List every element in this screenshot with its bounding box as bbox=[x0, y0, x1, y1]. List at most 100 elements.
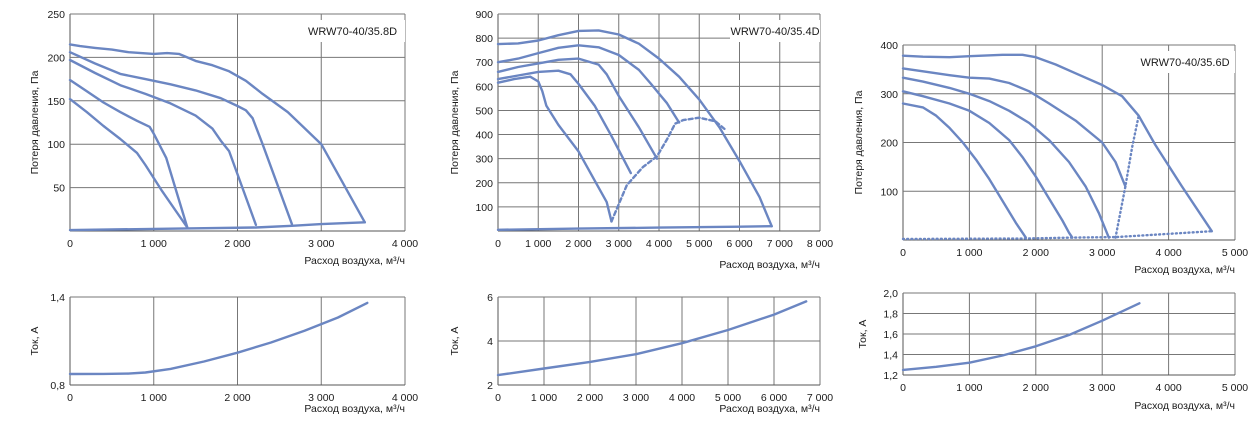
x-tick-label: 3 000 bbox=[606, 238, 632, 250]
x-tick-label: 2 000 bbox=[1023, 382, 1049, 394]
y-tick-label: 100 bbox=[47, 139, 65, 151]
pressure-chart-4: WRW70-40/35.6D 0 1 000 2 000 3 000 4 000 5 000… bbox=[853, 40, 1248, 276]
y-axis-label: Ток, А bbox=[29, 327, 41, 356]
series-line-3 bbox=[901, 90, 1074, 239]
series-line-1 bbox=[68, 51, 294, 226]
y-tick-label: 300 bbox=[475, 154, 493, 166]
model-label-bg bbox=[730, 20, 820, 42]
x-tick-label: 5 000 bbox=[686, 238, 712, 250]
x-tick-label: 4 000 bbox=[1155, 247, 1181, 259]
y-tick-label: 200 bbox=[880, 138, 898, 150]
x-tick-label: 3 000 bbox=[1089, 382, 1115, 394]
series-line-2 bbox=[496, 57, 659, 160]
x-tick-label: 2 000 bbox=[1023, 247, 1049, 259]
series-line-0 bbox=[496, 29, 773, 228]
y-tick-label: 400 bbox=[475, 130, 493, 142]
model-label-bg bbox=[1135, 51, 1235, 73]
y-tick-label: 50 bbox=[53, 183, 65, 195]
y-tick-label: 1,4 bbox=[50, 292, 65, 304]
x-tick-label: 1 000 bbox=[141, 238, 167, 250]
y-tick-label: 6 bbox=[487, 292, 493, 304]
y-tick-label: 200 bbox=[475, 178, 493, 190]
y-axis-label: Ток, А bbox=[857, 320, 869, 349]
series-line-2 bbox=[901, 76, 1111, 239]
y-tick-label: 500 bbox=[475, 105, 493, 117]
x-tick-label: 4 000 bbox=[646, 238, 672, 250]
x-tick-label: 0 bbox=[67, 392, 73, 404]
y-tick-label: 100 bbox=[475, 202, 493, 214]
x-tick-label: 5 000 bbox=[1222, 247, 1248, 259]
series-line-0 bbox=[68, 301, 369, 376]
model-label-bg bbox=[300, 20, 405, 42]
y-axis-label: Потеря давления, Па bbox=[29, 70, 41, 174]
x-tick-label: 0 bbox=[67, 238, 73, 250]
x-tick-label: 5 000 bbox=[715, 392, 741, 404]
x-tick-label: 1 000 bbox=[141, 392, 167, 404]
x-tick-label: 1 000 bbox=[956, 382, 982, 394]
series-line-0 bbox=[68, 43, 366, 224]
y-tick-label: 300 bbox=[880, 89, 898, 101]
x-axis-label: Расход воздуха, м³/ч bbox=[1134, 264, 1235, 276]
y-tick-label: 600 bbox=[475, 81, 493, 93]
y-tick-label: 2,0 bbox=[883, 288, 898, 300]
x-tick-label: 4 000 bbox=[1155, 382, 1181, 394]
current-chart-5: 0 1 000 2 000 3 000 4 000 5 000 1,2 1,4 1,6 1,8 2,… bbox=[857, 288, 1248, 412]
x-tick-label: 4 000 bbox=[392, 238, 418, 250]
x-axis-label: Расход воздуха, м³/ч bbox=[719, 403, 820, 415]
pressure-chart-2: WRW70-40/35.4D 0 1 000 2 000 3 000 4 000 5 000… bbox=[449, 9, 833, 271]
y-tick-label: 1,2 bbox=[883, 370, 898, 382]
model-label: WRW70-40/35.6D bbox=[1140, 57, 1229, 69]
x-tick-label: 4 000 bbox=[669, 392, 695, 404]
series-line-3 bbox=[68, 78, 189, 229]
model-label: WRW70-40/35.4D bbox=[730, 26, 819, 38]
y-tick-label: 900 bbox=[475, 9, 493, 21]
model-label: WRW70-40/35.8D bbox=[308, 26, 397, 38]
x-tick-label: 3 000 bbox=[308, 392, 334, 404]
x-tick-label: 2 000 bbox=[224, 238, 250, 250]
series-line-5 bbox=[610, 116, 727, 223]
x-tick-label: 1 000 bbox=[531, 392, 557, 404]
x-tick-label: 7 000 bbox=[767, 238, 793, 250]
y-tick-label: 2 bbox=[487, 380, 493, 392]
x-tick-label: 3 000 bbox=[308, 238, 334, 250]
current-chart-3: 0 1 000 2 000 3 000 4 000 5 000 6 000 7 000 2 4 6 Р… bbox=[449, 292, 833, 415]
x-tick-label: 5 000 bbox=[1222, 382, 1248, 394]
x-tick-label: 1 000 bbox=[525, 238, 551, 250]
y-axis-label: Ток, А bbox=[449, 327, 461, 356]
y-tick-label: 400 bbox=[880, 40, 898, 52]
series-line-3 bbox=[496, 69, 632, 175]
x-tick-label: 1 000 bbox=[956, 247, 982, 259]
series-line-0 bbox=[901, 302, 1141, 372]
y-tick-label: 0,8 bbox=[50, 380, 65, 392]
x-tick-label: 4 000 bbox=[392, 392, 418, 404]
y-axis-label: Потеря давления, Па bbox=[449, 70, 461, 174]
y-tick-label: 1,4 bbox=[883, 350, 898, 362]
series-line-5 bbox=[68, 221, 366, 232]
y-tick-label: 200 bbox=[47, 52, 65, 64]
series-line-1 bbox=[496, 44, 681, 124]
x-axis-label: Расход воздуха, м³/ч bbox=[1134, 400, 1235, 412]
x-tick-label: 0 bbox=[495, 238, 501, 250]
x-tick-label: 8 000 bbox=[807, 238, 833, 250]
y-tick-label: 1,6 bbox=[883, 329, 898, 341]
x-tick-label: 2 000 bbox=[577, 392, 603, 404]
series-line-4 bbox=[496, 75, 613, 223]
x-tick-label: 0 bbox=[900, 382, 906, 394]
x-tick-label: 0 bbox=[495, 392, 501, 404]
x-axis-label: Расход воздуха, м³/ч bbox=[304, 255, 405, 267]
x-axis-label: Расход воздуха, м³/ч bbox=[304, 403, 405, 415]
x-tick-label: 7 000 bbox=[807, 392, 833, 404]
y-tick-label: 100 bbox=[880, 186, 898, 198]
y-tick-label: 700 bbox=[475, 57, 493, 69]
series-line-4 bbox=[68, 97, 189, 229]
y-tick-label: 150 bbox=[47, 96, 65, 108]
x-tick-label: 3 000 bbox=[1089, 247, 1115, 259]
series-line-6 bbox=[901, 229, 1214, 241]
x-tick-label: 6 000 bbox=[726, 238, 752, 250]
x-axis-label: Расход воздуха, м³/ч bbox=[719, 259, 820, 271]
y-tick-label: 4 bbox=[487, 336, 493, 348]
x-tick-label: 0 bbox=[900, 247, 906, 259]
series-line-5 bbox=[1114, 114, 1140, 239]
series-line-2 bbox=[68, 58, 258, 227]
